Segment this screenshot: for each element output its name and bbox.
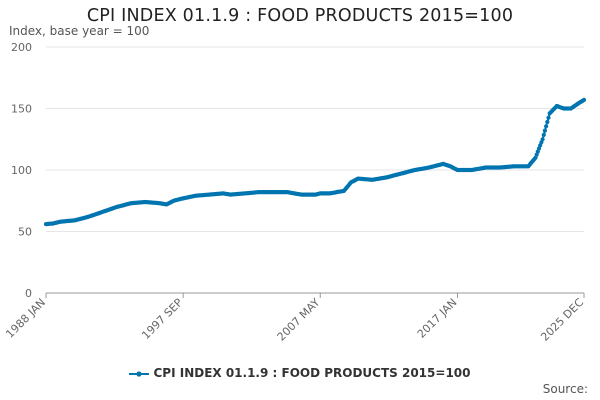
x-tick-label: 1997 SEP [139, 296, 185, 342]
x-tick-label: 2017 JAN [415, 296, 460, 341]
y-tick-label: 50 [18, 226, 32, 239]
y-tick-label: 200 [11, 41, 32, 54]
data-point[interactable] [541, 137, 545, 141]
data-point[interactable] [582, 98, 586, 102]
x-tick-label: 1988 JAN [3, 296, 48, 341]
source-label: Source: [543, 382, 588, 396]
y-tick-label: 0 [25, 287, 32, 300]
data-point[interactable] [544, 124, 548, 128]
line-chart: 0 50 100 150 200 1988 JAN 1997 SEP 2007 MAY 2017… [0, 0, 600, 400]
legend[interactable]: CPI INDEX 01.1.9 : FOOD PRODUCTS 2015=10… [0, 366, 600, 380]
legend-label: CPI INDEX 01.1.9 : FOOD PRODUCTS 2015=10… [153, 366, 470, 380]
y-tick-label: 100 [11, 164, 32, 177]
series-layer [44, 98, 586, 226]
legend-swatch-icon [129, 369, 149, 379]
x-tick-label: 2025 DEC [538, 296, 586, 344]
data-point[interactable] [545, 120, 549, 124]
data-point[interactable] [546, 116, 550, 120]
data-point[interactable] [543, 129, 547, 133]
x-tick-label: 2007 MAY [275, 296, 323, 344]
y-tick-label: 150 [11, 103, 32, 116]
data-point[interactable] [542, 133, 546, 137]
